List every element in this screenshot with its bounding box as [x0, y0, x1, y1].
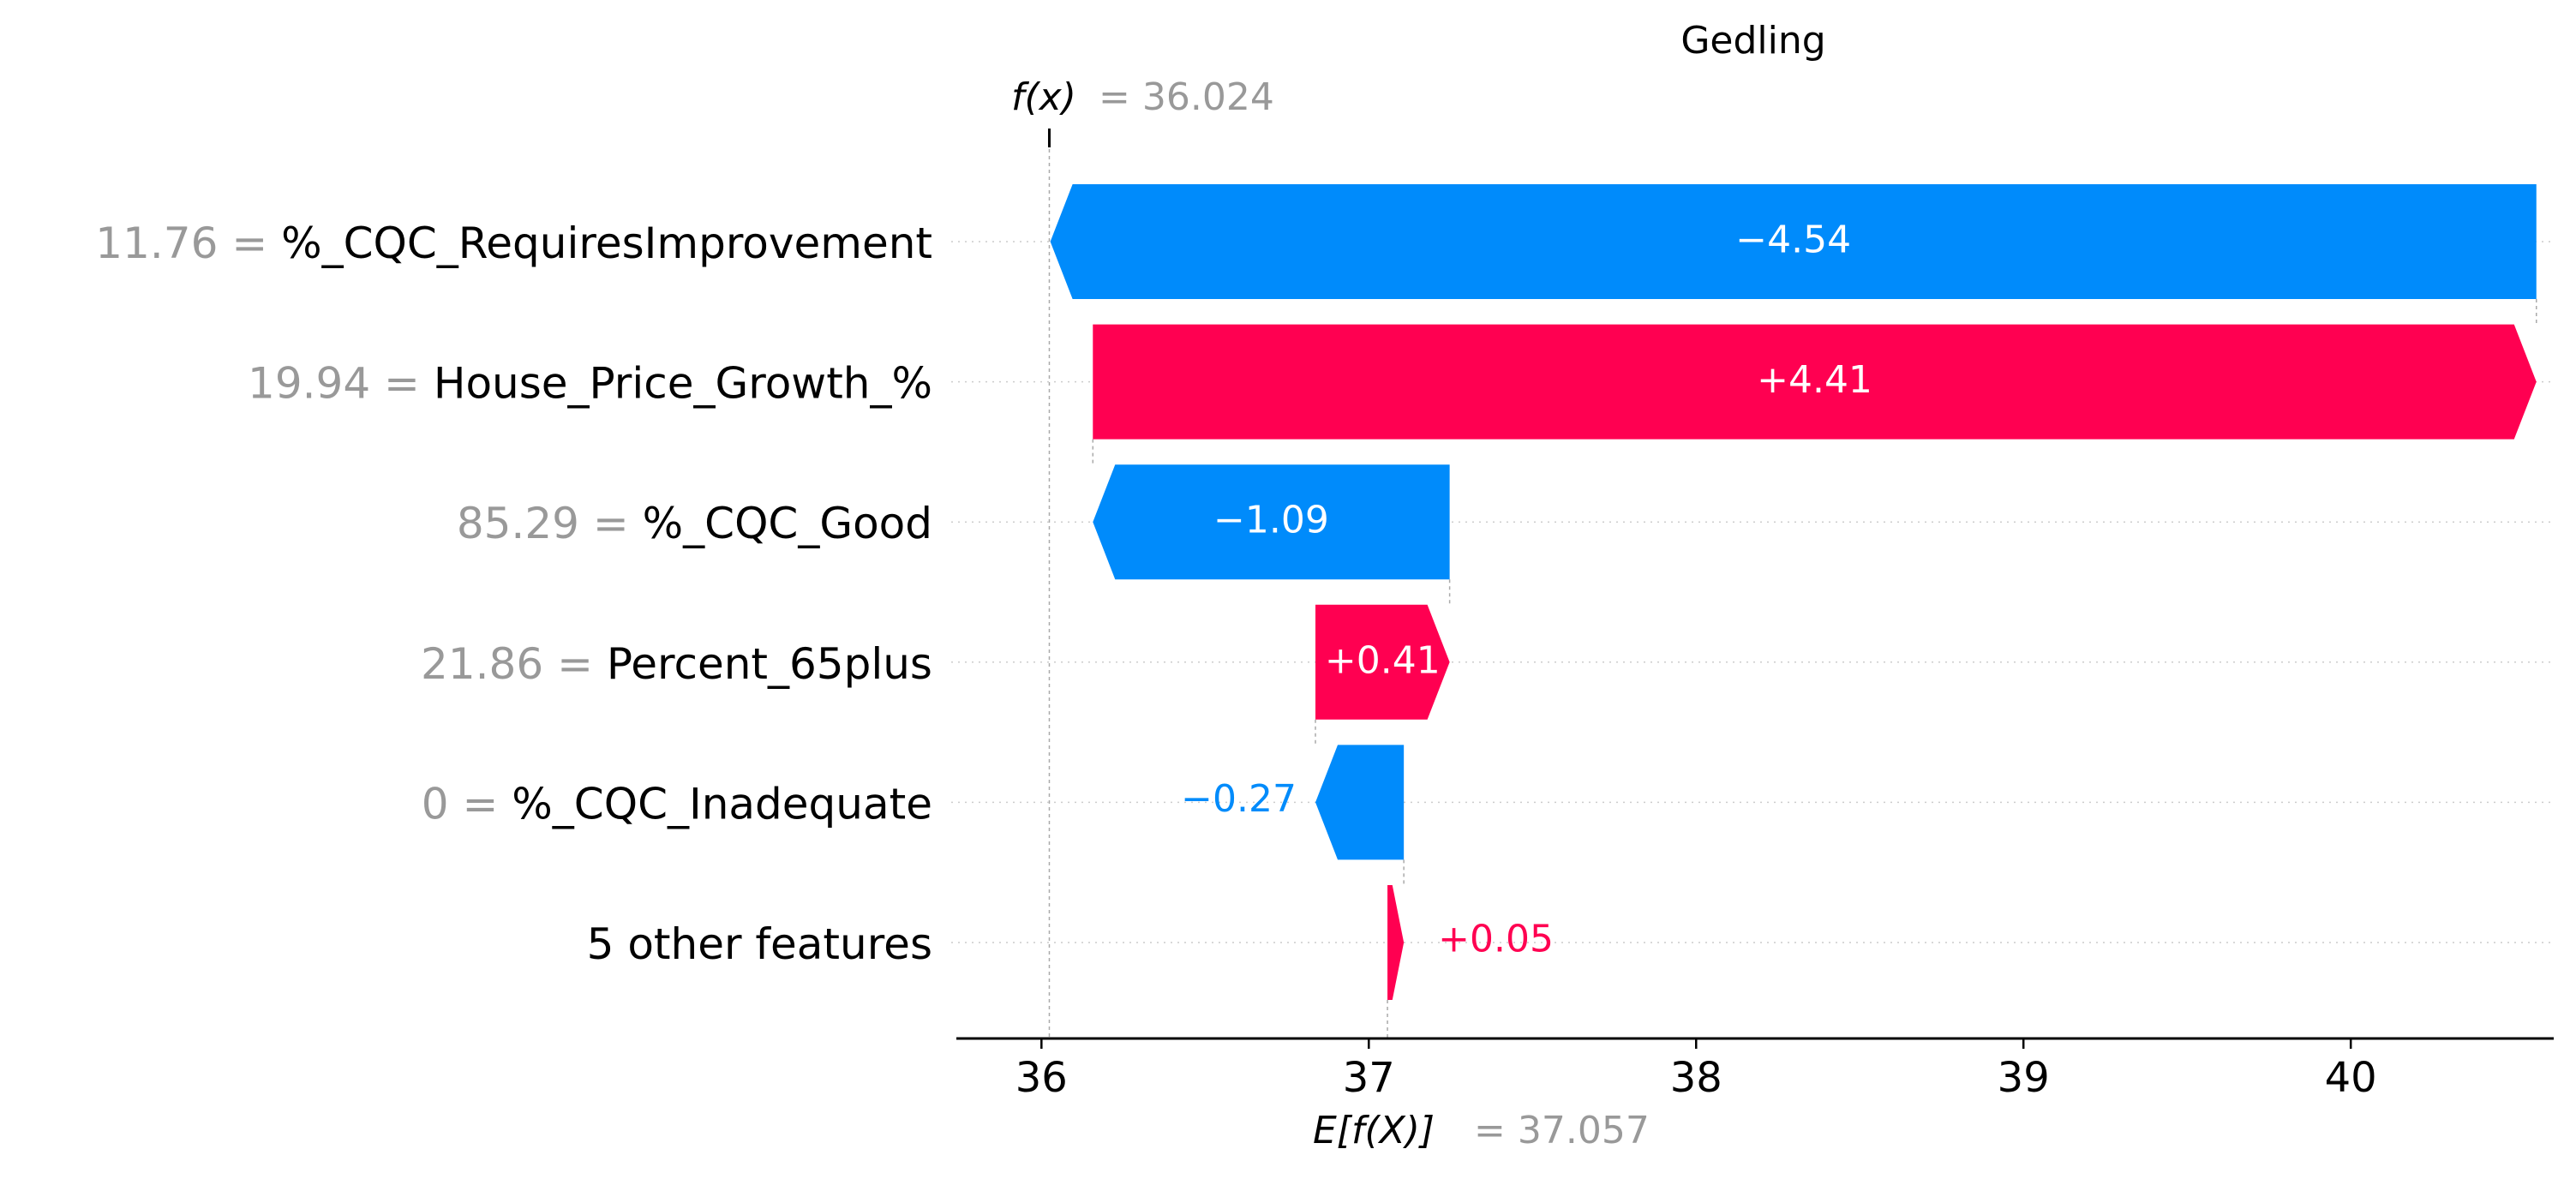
base-value: = 37.057: [1474, 1109, 1650, 1152]
x-tick-label: 40: [2325, 1054, 2377, 1102]
feature-value: 11.76 =: [95, 218, 281, 268]
feature-label: 5 other features: [587, 919, 932, 969]
waterfall-bar: [1050, 184, 2537, 299]
bar-value-label: −1.09: [1213, 499, 1329, 542]
base-prefix: E[f(X)]: [1313, 1109, 1435, 1152]
feature-value: 0 =: [422, 779, 512, 829]
fx-prefix: f(x): [1011, 75, 1076, 119]
waterfall-bar: [1315, 745, 1405, 860]
feature-value: 85.29 =: [457, 499, 643, 548]
bar-value-label: −4.54: [1735, 218, 1851, 262]
x-tick-label: 38: [1670, 1054, 1722, 1102]
x-tick-label: 37: [1343, 1054, 1395, 1102]
fx-label: f(x) = 36.024: [1011, 75, 1274, 119]
bar-value-label: +4.41: [1757, 358, 1872, 402]
waterfall-bar: [1093, 324, 2537, 440]
feature-label: 11.76 = %_CQC_RequiresImprovement: [95, 218, 932, 268]
x-tick-label: 39: [1998, 1054, 2050, 1102]
feature-label: 0 = %_CQC_Inadequate: [422, 779, 932, 829]
feature-name: %_CQC_Good: [643, 499, 932, 548]
bar-value-label: +0.41: [1325, 638, 1441, 682]
waterfall-bar: [1387, 885, 1405, 1000]
chart-title: Gedling: [1680, 19, 1825, 63]
feature-name: 5 other features: [587, 919, 932, 969]
feature-name: %_CQC_Inadequate: [512, 779, 932, 829]
base-label: E[f(X)] = 37.057: [1313, 1109, 1650, 1152]
bar-value-label: +0.05: [1438, 918, 1554, 961]
waterfall-bar: [1315, 604, 1450, 720]
waterfall-bar: [1093, 464, 1450, 580]
feature-label: 19.94 = House_Price_Growth_%: [248, 359, 932, 409]
feature-label: 21.86 = Percent_65plus: [421, 639, 932, 689]
feature-name: Percent_65plus: [607, 639, 932, 689]
bar-value-label: −0.27: [1181, 777, 1297, 821]
fx-value: = 36.024: [1099, 75, 1274, 119]
feature-name: House_Price_Growth_%: [434, 359, 932, 409]
feature-value: 21.86 =: [421, 639, 607, 689]
feature-name: %_CQC_RequiresImprovement: [281, 218, 932, 268]
feature-label: 85.29 = %_CQC_Good: [457, 499, 932, 548]
x-tick-label: 36: [1015, 1054, 1068, 1102]
feature-value: 19.94 =: [248, 359, 434, 409]
